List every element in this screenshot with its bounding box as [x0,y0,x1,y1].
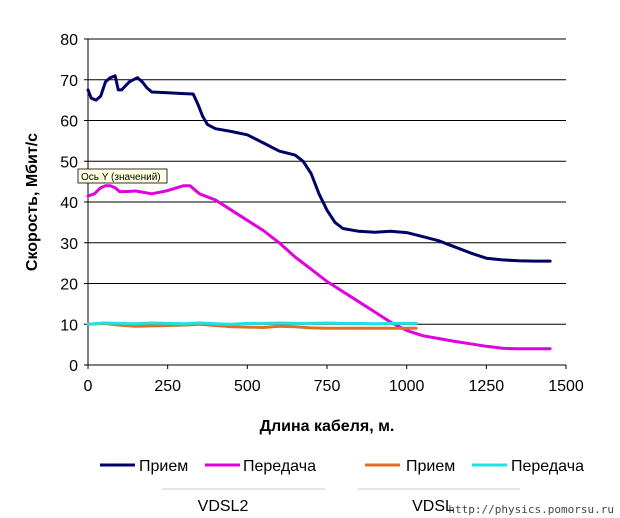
watermark: http://physics.pomorsu.ru [448,503,614,516]
x-tick-label-750: 750 [314,378,341,395]
x-tick-label-1000: 1000 [389,378,425,395]
series-line-vdsl2-1 [86,184,552,351]
legend-label-1: Передача [243,458,316,475]
tooltip-text: Ось Y (значений) [81,172,161,183]
legend-label-2: Прием [406,458,455,475]
y-tick-label-30: 30 [60,236,78,253]
x-tick-label-250: 250 [154,378,181,395]
y-tick-label-60: 60 [60,114,78,131]
y-tick-label-40: 40 [60,195,78,212]
tooltip: Ось Y (значений) [77,168,168,184]
y-axis-title: Скорость, Мбит/с [24,133,41,271]
y-tick-label-10: 10 [60,317,78,334]
x-tick-label-1500: 1500 [548,378,584,395]
x-tick-label-0: 0 [84,378,93,395]
y-tick-label-50: 50 [60,154,78,171]
series-line-vdsl-3 [86,321,418,326]
series-line-vdsl-2 [86,321,418,330]
x-tick-labels: 0 250 500 750 1000 1250 1500 [84,378,584,395]
series-line-vdsl2-0 [86,74,552,263]
legend-group-label-0: VDSL2 [198,498,249,515]
y-tick-label-20: 20 [60,277,78,294]
y-tick-label-0: 0 [69,358,78,375]
tooltip-box [77,168,168,184]
x-axis-title: Длина кабеля, м. [260,418,395,435]
axes [84,38,567,369]
series-lines [86,74,552,351]
legend-label-3: Передача [511,458,584,475]
y-tick-label-80: 80 [60,32,78,49]
x-tick-label-500: 500 [234,378,261,395]
y-tick-label-70: 70 [60,73,78,90]
legend-label-0: Прием [139,458,188,475]
x-tick-label-1250: 1250 [469,378,505,395]
gridlines [88,38,566,325]
legend: Прием Передача Прием Передача VDSL2 VDSL [100,458,584,515]
legend-group-label-1: VDSL [412,498,454,515]
y-tick-labels: 0 10 20 30 40 50 60 70 80 [60,32,78,375]
